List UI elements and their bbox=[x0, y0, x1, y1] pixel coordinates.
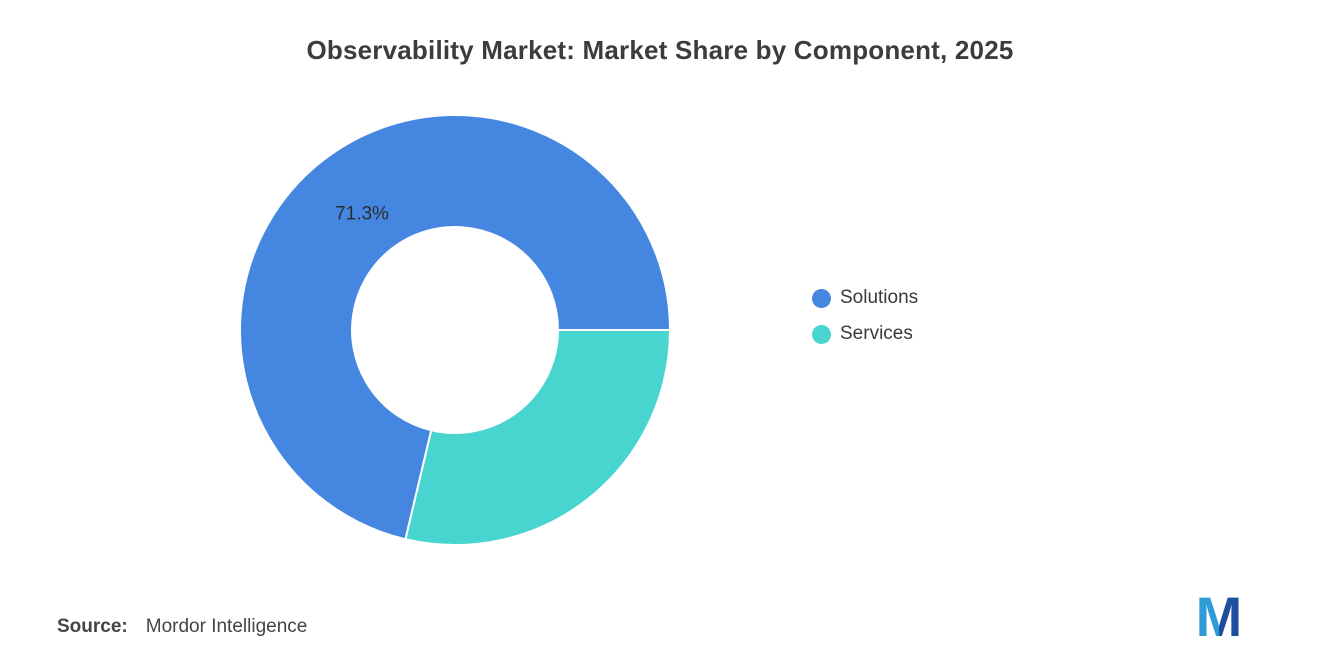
legend-label: Solutions bbox=[840, 287, 919, 308]
chart-title: Observability Market: Market Share by Co… bbox=[306, 35, 1014, 65]
source-line: Source: Mordor Intelligence bbox=[57, 616, 307, 638]
legend-swatch bbox=[812, 324, 831, 344]
legend-item-solutions[interactable]: Solutions bbox=[812, 287, 918, 309]
legend-item-services[interactable]: Services bbox=[812, 323, 918, 345]
donut-chart: 71.3% bbox=[240, 115, 670, 545]
donut-slice-solutions[interactable] bbox=[240, 115, 670, 541]
source-label: Source: bbox=[57, 616, 128, 637]
chart-legend: Solutions Services bbox=[812, 287, 918, 345]
logo-letter: M bbox=[1196, 590, 1243, 644]
source-text: Mordor Intelligence bbox=[145, 616, 308, 637]
legend-label: Services bbox=[840, 323, 913, 344]
mordor-intelligence-logo: M bbox=[1196, 590, 1243, 644]
donut-slice-services[interactable] bbox=[404, 329, 670, 545]
slice-data-label: 71.3% bbox=[335, 203, 389, 224]
legend-swatch bbox=[812, 288, 831, 308]
